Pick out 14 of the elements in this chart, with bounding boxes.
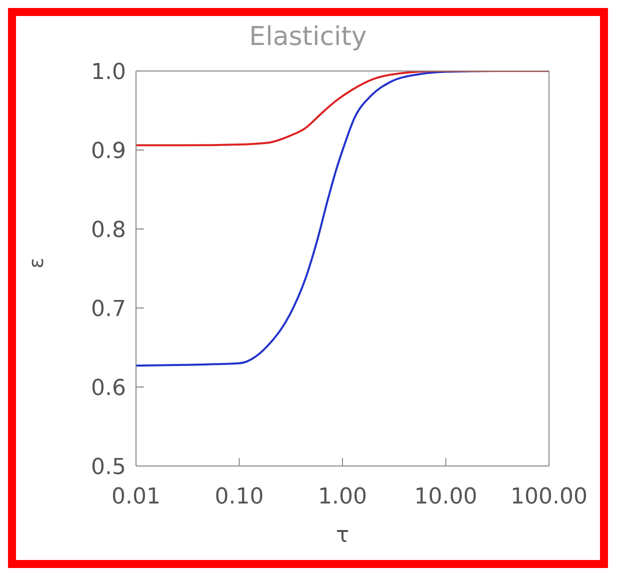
x-tick-label: 1.00	[318, 484, 367, 510]
x-tick-label: 10.00	[414, 484, 478, 510]
x-tick-label: 0.01	[112, 484, 160, 510]
y-tick-label: 0.5	[91, 454, 126, 480]
y-tick-label: 0.9	[91, 138, 126, 164]
chart-title: Elasticity	[248, 22, 368, 54]
y-tick-label: 0.6	[91, 376, 126, 401]
x-tick-label: 100.00	[510, 484, 588, 510]
x-tick-label: 0.10	[214, 484, 264, 510]
y-axis-title: ε	[24, 258, 48, 268]
y-tick-label: 0.8	[91, 218, 126, 243]
y-tick-label: 1.0	[91, 60, 126, 85]
y-tick-label: 0.7	[91, 296, 126, 322]
x-axis-title: τ	[336, 523, 350, 548]
